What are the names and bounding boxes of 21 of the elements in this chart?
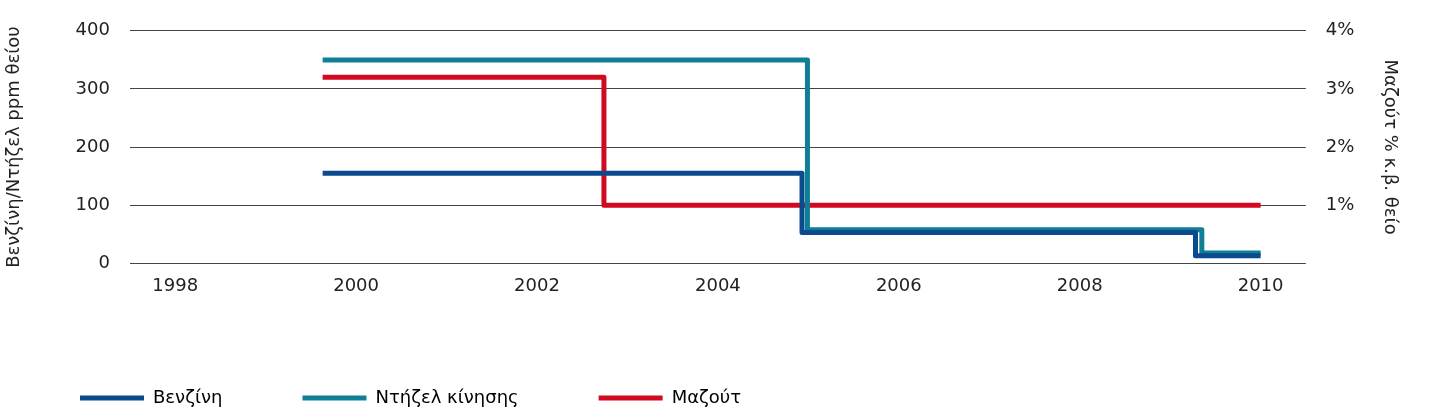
- y-tick-label: 100: [75, 192, 110, 214]
- y-tick-label: 0: [98, 251, 110, 273]
- y2-tick-label: 3%: [1325, 76, 1355, 98]
- x-tick-label: 2010: [1237, 273, 1284, 295]
- y2-tick-label: 2%: [1325, 134, 1355, 156]
- y-tick-label: 400: [75, 18, 110, 40]
- legend-label: Μαζούτ: [671, 385, 742, 407]
- legend-label: Βενζίνη: [153, 385, 223, 407]
- x-tick-label: 1998: [152, 273, 199, 295]
- y2-tick-label: 4%: [1325, 18, 1355, 40]
- x-tick-label: 2008: [1056, 273, 1103, 295]
- y2-axis-title: Μαζούτ % κ.β. θείο: [1380, 59, 1402, 235]
- legend-label: Ντήζελ κίνησης: [375, 385, 519, 407]
- y2-tick-label: 1%: [1325, 192, 1355, 214]
- y-axis-title: Βενζίνη/Ντήζελ ppm θείου: [2, 26, 24, 268]
- y-tick-label: 200: [75, 134, 110, 156]
- y-tick-label: 300: [75, 76, 110, 98]
- x-tick-label: 2002: [514, 273, 560, 295]
- x-tick-label: 2006: [875, 273, 922, 295]
- x-tick-label: 2000: [333, 273, 379, 295]
- x-tick-label: 2004: [694, 273, 741, 295]
